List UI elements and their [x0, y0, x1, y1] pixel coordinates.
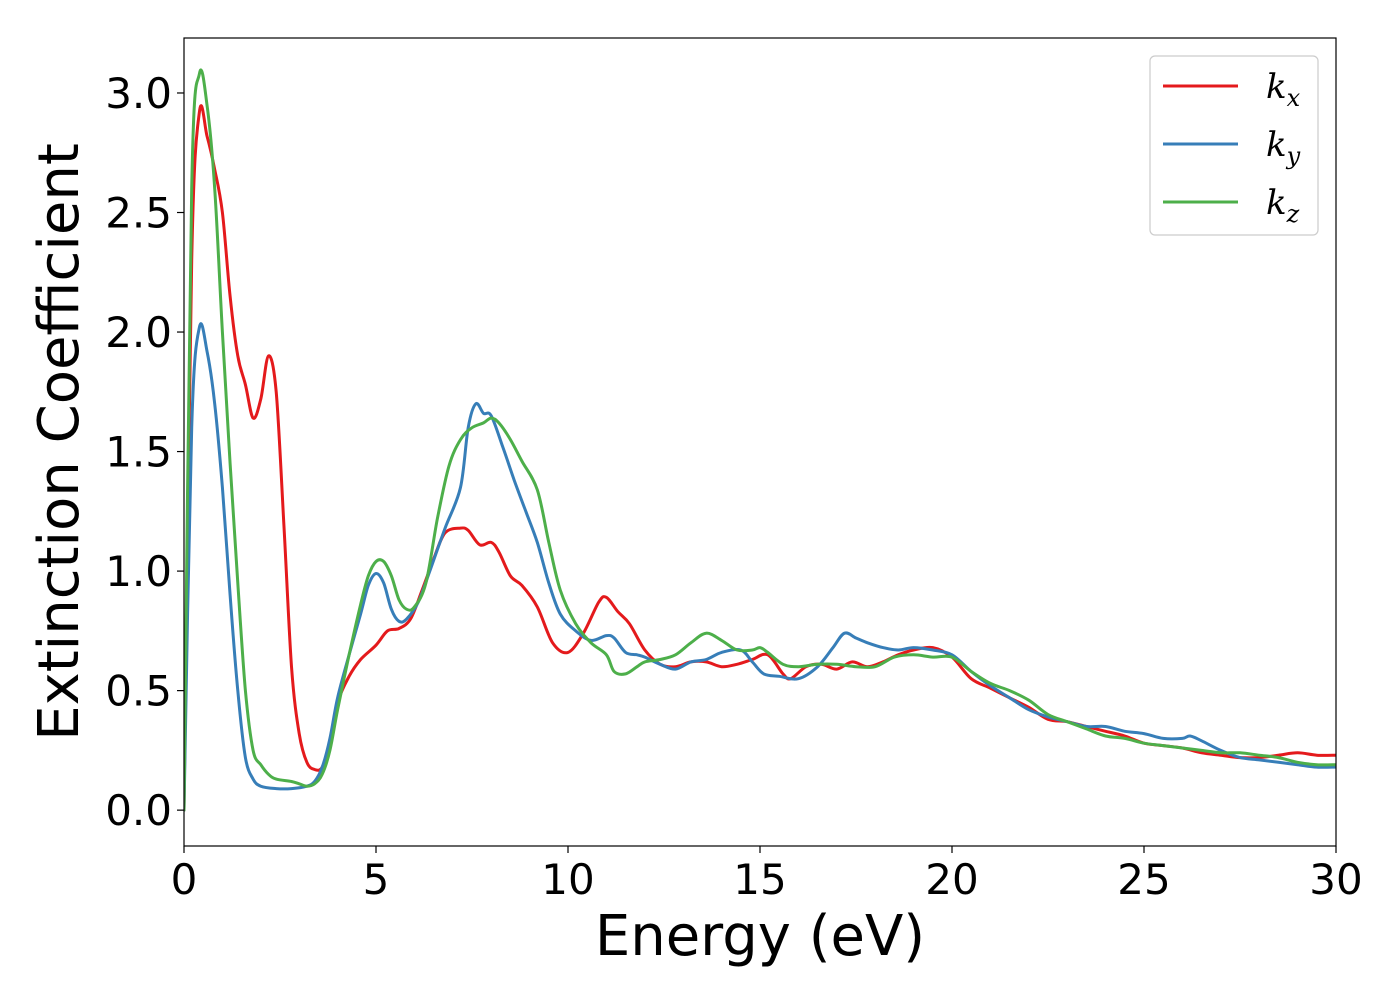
y-tick-label: 0.0: [105, 786, 172, 835]
legend-label-y: ky: [1266, 125, 1301, 170]
y-tick-label: 1.5: [105, 428, 172, 477]
y-tick-label: 2.0: [105, 308, 172, 357]
series-line-z: [184, 68, 1336, 812]
series-layer: [184, 68, 1336, 812]
legend: kx ky kz: [1149, 55, 1319, 236]
y-axis: 0.0 0.5 1.0 1.5 2.0 2.5 3.0: [105, 69, 184, 835]
x-axis: 0 5 10 15 20 25 30: [171, 846, 1363, 904]
legend-label-x: kx: [1266, 67, 1301, 112]
plot-background: [184, 38, 1336, 846]
legend-label-z: kz: [1266, 183, 1300, 228]
x-tick-label: 0: [171, 855, 198, 904]
y-tick-label: 2.5: [105, 189, 172, 238]
y-tick-label: 0.5: [105, 667, 172, 716]
x-tick-label: 30: [1309, 855, 1362, 904]
x-tick-label: 15: [733, 855, 786, 904]
series-line-x: [184, 104, 1336, 812]
x-tick-label: 25: [1117, 855, 1170, 904]
x-axis-label: Energy (eV): [595, 904, 925, 969]
y-axis-label: Extinction Coefficient: [27, 143, 92, 741]
y-tick-label: 3.0: [105, 69, 172, 118]
x-tick-label: 5: [363, 855, 390, 904]
x-tick-label: 10: [541, 855, 594, 904]
x-tick-label: 20: [925, 855, 978, 904]
y-tick-label: 1.0: [105, 547, 172, 596]
